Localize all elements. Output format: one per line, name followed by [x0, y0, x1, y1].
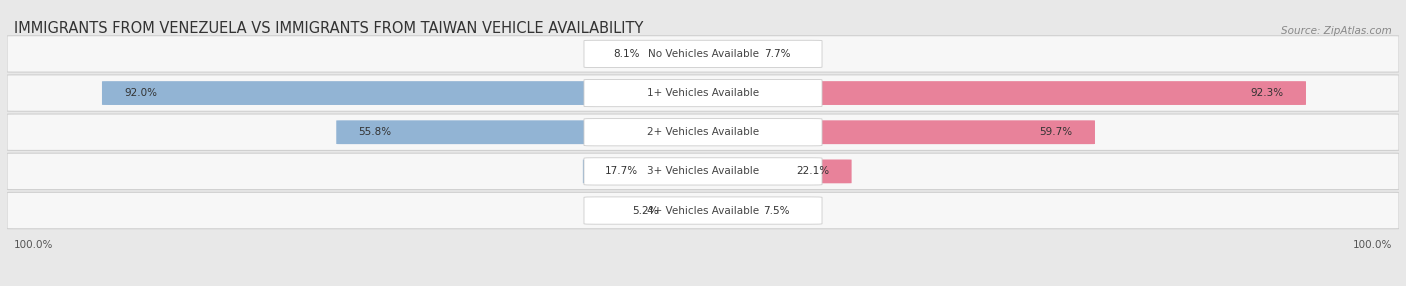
FancyBboxPatch shape	[664, 199, 709, 223]
FancyBboxPatch shape	[697, 160, 852, 183]
Text: 1+ Vehicles Available: 1+ Vehicles Available	[647, 88, 759, 98]
FancyBboxPatch shape	[336, 120, 709, 144]
FancyBboxPatch shape	[583, 158, 823, 185]
Text: No Vehicles Available: No Vehicles Available	[648, 49, 758, 59]
FancyBboxPatch shape	[7, 153, 1399, 190]
Text: 55.8%: 55.8%	[359, 127, 392, 137]
FancyBboxPatch shape	[103, 81, 709, 105]
Text: 100.0%: 100.0%	[14, 240, 53, 250]
FancyBboxPatch shape	[697, 42, 758, 66]
Text: 7.5%: 7.5%	[762, 206, 789, 216]
Text: 4+ Vehicles Available: 4+ Vehicles Available	[647, 206, 759, 216]
FancyBboxPatch shape	[583, 80, 823, 107]
Text: 3+ Vehicles Available: 3+ Vehicles Available	[647, 166, 759, 176]
Text: 2+ Vehicles Available: 2+ Vehicles Available	[647, 127, 759, 137]
FancyBboxPatch shape	[7, 75, 1399, 111]
Text: 17.7%: 17.7%	[605, 166, 638, 176]
Text: 59.7%: 59.7%	[1039, 127, 1073, 137]
Text: 100.0%: 100.0%	[1353, 240, 1392, 250]
Text: 8.1%: 8.1%	[613, 49, 640, 59]
FancyBboxPatch shape	[583, 160, 709, 183]
Text: 7.7%: 7.7%	[763, 49, 790, 59]
FancyBboxPatch shape	[7, 192, 1399, 229]
Text: 22.1%: 22.1%	[796, 166, 830, 176]
Text: IMMIGRANTS FROM VENEZUELA VS IMMIGRANTS FROM TAIWAN VEHICLE AVAILABILITY: IMMIGRANTS FROM VENEZUELA VS IMMIGRANTS …	[14, 21, 644, 36]
FancyBboxPatch shape	[7, 114, 1399, 150]
Text: 92.0%: 92.0%	[124, 88, 157, 98]
FancyBboxPatch shape	[7, 36, 1399, 72]
FancyBboxPatch shape	[583, 197, 823, 224]
FancyBboxPatch shape	[697, 81, 1306, 105]
Text: Source: ZipAtlas.com: Source: ZipAtlas.com	[1281, 26, 1392, 36]
FancyBboxPatch shape	[583, 40, 823, 67]
FancyBboxPatch shape	[645, 42, 709, 66]
FancyBboxPatch shape	[583, 119, 823, 146]
FancyBboxPatch shape	[697, 199, 756, 223]
FancyBboxPatch shape	[697, 120, 1095, 144]
Text: 5.2%: 5.2%	[631, 206, 658, 216]
Text: 92.3%: 92.3%	[1250, 88, 1284, 98]
